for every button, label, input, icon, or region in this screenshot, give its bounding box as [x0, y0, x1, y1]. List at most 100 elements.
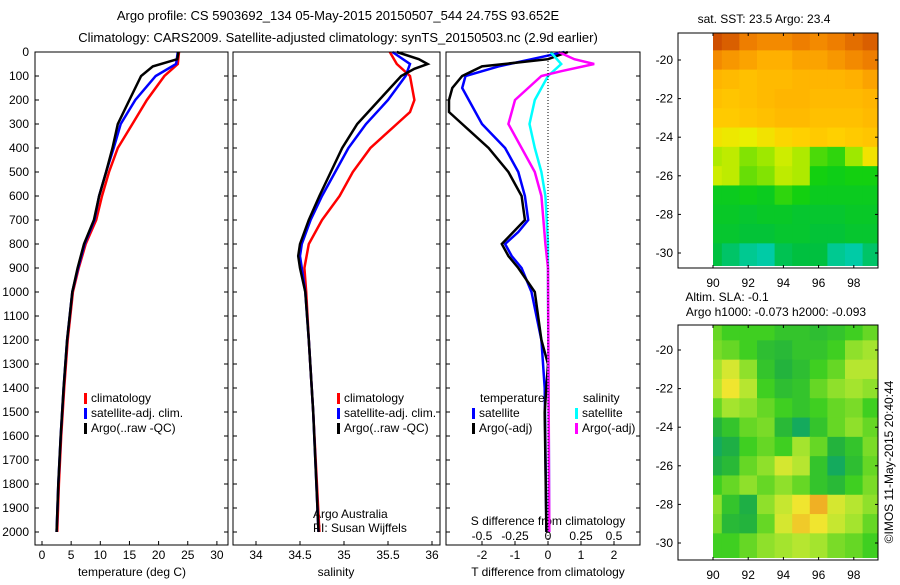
heatmap-cell: [792, 533, 811, 558]
heatmap-cell: [739, 398, 758, 419]
annotation-argo-australia: Argo Australia: [313, 507, 388, 521]
heatmap-cell: [713, 108, 723, 129]
depth-tick-label: 2000: [2, 525, 29, 539]
heatmap-cell: [713, 417, 723, 438]
legend-label: Argo(-adj): [479, 421, 532, 435]
heatmap-cell: [809, 127, 829, 148]
heatmap-cell: [862, 475, 878, 496]
heatmap-cell: [757, 359, 776, 380]
x-tick-label: 5: [68, 548, 75, 562]
heatmap-cell: [774, 33, 794, 52]
heatmap-cell: [845, 475, 864, 496]
heatmap-cell: [757, 417, 776, 438]
heatmap-cell: [757, 204, 776, 226]
heatmap-cell: [792, 127, 811, 148]
heatmap-cell: [862, 359, 878, 380]
heatmap-cell: [809, 166, 829, 187]
heatmap-cell: [862, 533, 878, 558]
heatmap-cell: [774, 204, 794, 226]
depth-tick-label: 1000: [2, 285, 29, 299]
heatmap-cell: [721, 224, 741, 245]
heatmap-cell: [757, 325, 776, 342]
heatmap-cell: [757, 378, 776, 400]
heatmap-cell: [739, 436, 758, 458]
heatmap-cell: [721, 475, 741, 496]
heatmap-cell: [862, 50, 878, 71]
heatmap-cell: [721, 456, 741, 477]
heatmap-cell: [774, 378, 794, 400]
legend-swatch: [337, 408, 340, 419]
heatmap-cell: [809, 146, 829, 168]
lon-tick-label: 94: [777, 276, 791, 290]
depth-tick-label: 1700: [2, 453, 29, 467]
heatmap-cell: [827, 69, 846, 90]
x-tick-label: -1: [510, 548, 521, 562]
heatmap-cell: [862, 69, 878, 90]
legend-label: Argo(-adj): [582, 421, 635, 435]
heatmap-cell: [827, 378, 846, 400]
legend-swatch: [84, 393, 87, 404]
heatmap-cell: [757, 456, 776, 477]
legend-label: Argo(..raw -QC): [91, 421, 176, 435]
legend-label: satellite-adj. clim.: [91, 406, 183, 420]
heatmap-cell: [792, 475, 811, 496]
heatmap-cell: [827, 185, 846, 206]
lon-tick-label: 94: [777, 568, 791, 580]
lat-tick-label: -26: [656, 169, 674, 183]
heatmap-cell: [721, 436, 741, 458]
depth-tick-label: 1500: [2, 405, 29, 419]
heatmap-cell: [721, 108, 741, 129]
x-tick-label: 35: [337, 548, 351, 562]
panel-frame-difference: [445, 51, 641, 546]
heatmap-cell: [774, 359, 794, 380]
lat-tick-label: -30: [656, 536, 674, 550]
depth-tick-label: 1400: [2, 381, 29, 395]
heatmap-cell: [827, 494, 846, 516]
heatmap-cell: [845, 50, 864, 71]
heatmap-cell: [721, 378, 741, 400]
heatmap-cell: [721, 514, 741, 535]
heatmap-cell: [827, 325, 846, 342]
lon-tick-label: 90: [706, 276, 720, 290]
legend-swatch: [575, 423, 578, 434]
panel-frame-salinity: [232, 51, 441, 546]
heatmap-cell: [827, 50, 846, 71]
legend-swatch: [472, 423, 475, 434]
heatmap-cell: [774, 50, 794, 71]
heatmap-cell: [792, 398, 811, 419]
heatmap-cell: [827, 456, 846, 477]
heatmap-cell: [809, 417, 829, 438]
heatmap-cell: [809, 204, 829, 226]
heatmap-cell: [792, 108, 811, 129]
heatmap-cell: [809, 50, 829, 71]
heatmap-cell: [721, 33, 741, 52]
series-line-argo-raw-qc-: [55, 51, 180, 533]
depth-tick-label: 1800: [2, 477, 29, 491]
depth-tick-label: 1200: [2, 333, 29, 347]
heatmap-cell: [739, 108, 758, 129]
lat-tick-label: -28: [656, 497, 674, 511]
copyright-stamp: ©IMOS 11-May-2015 20:40:44: [882, 380, 896, 543]
heatmap-cell: [862, 378, 878, 400]
depth-tick-label: 500: [9, 165, 29, 179]
heatmap-cell: [713, 69, 723, 90]
heatmap-cell: [792, 204, 811, 226]
lat-tick-label: -22: [656, 382, 674, 396]
heatmap-cell: [845, 494, 864, 516]
heatmap-cell: [774, 398, 794, 419]
heatmap-cell: [739, 166, 758, 187]
heatmap-cell: [827, 146, 846, 168]
heatmap-cell: [827, 224, 846, 245]
heatmap-cell: [739, 378, 758, 400]
heatmap-cell: [809, 224, 829, 245]
heatmap-cell: [809, 88, 829, 110]
heatmap-cell: [757, 127, 776, 148]
heatmap-cell: [757, 69, 776, 90]
heatmap-cell: [713, 224, 723, 245]
heatmap-cell: [713, 204, 723, 226]
heatmap-cell: [774, 88, 794, 110]
heatmap-cell: [862, 514, 878, 535]
lon-tick-label: 90: [706, 568, 720, 580]
heatmap-cell: [827, 88, 846, 110]
heatmap-cell: [739, 185, 758, 206]
